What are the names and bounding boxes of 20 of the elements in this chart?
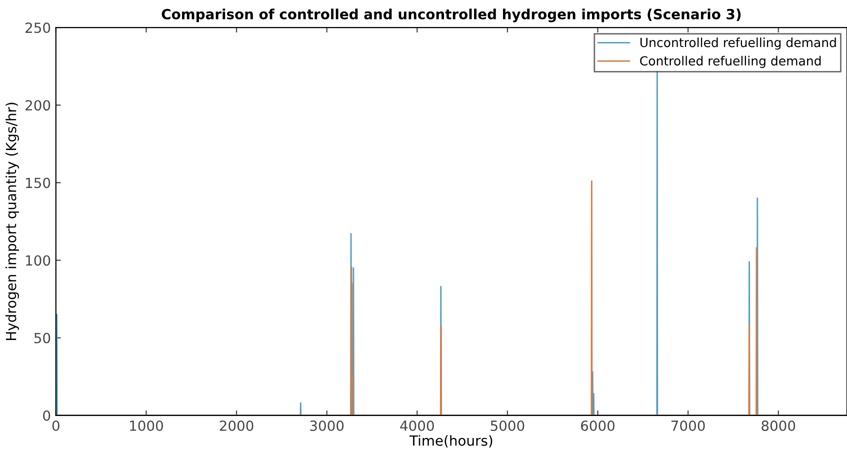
x-tick-label: 3000 [310, 420, 344, 432]
y-tick-label: 50 [34, 332, 50, 344]
y-tick-label: 0 [43, 410, 50, 421]
x-tick-label: 2000 [220, 420, 254, 432]
x-axis-title: Time(hours) [409, 435, 492, 448]
legend-label: Uncontrolled refuelling demand [640, 38, 836, 50]
y-axis-title: Hydrogen import quantity (Kgs/hr) [6, 102, 19, 340]
x-tick-label: 5000 [490, 420, 524, 432]
y-tick-label: 150 [26, 178, 50, 188]
y-tick-label: 200 [26, 100, 50, 111]
y-tick-label: 250 [26, 22, 50, 34]
x-tick-label: 7000 [672, 420, 705, 432]
y-tick-label: 100 [26, 255, 50, 266]
x-tick-label: 8000 [762, 420, 796, 432]
x-tick-label: 0 [52, 420, 60, 432]
x-tick-label: 4000 [400, 420, 434, 432]
chart-title: Comparison of controlled and uncontrolled hydrogen imports (Scenario 3) [162, 8, 741, 22]
legend-label: Controlled refuelling demand [640, 56, 821, 68]
x-tick-label: 1000 [130, 420, 163, 432]
x-tick-label: 6000 [581, 420, 614, 432]
